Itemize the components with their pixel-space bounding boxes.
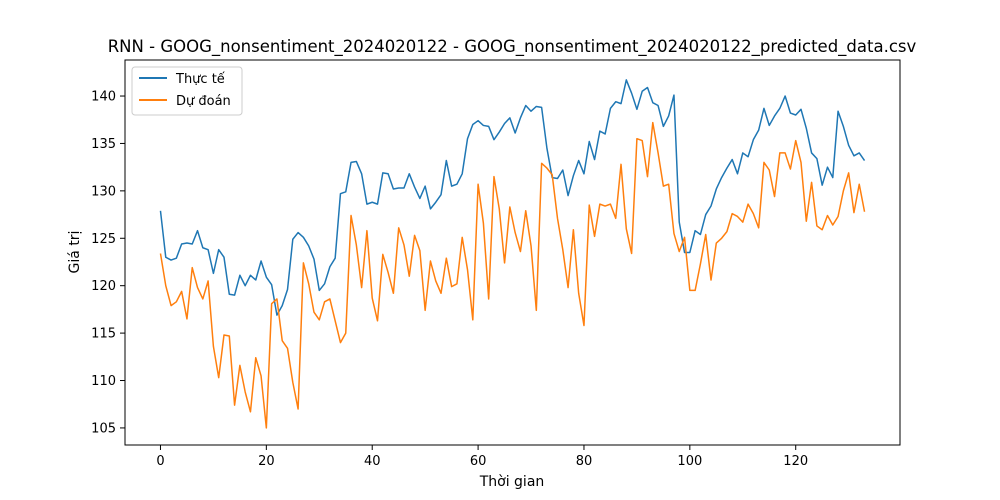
x-tick-label: 100	[677, 454, 702, 469]
x-tick-label: 20	[258, 454, 275, 469]
x-tick-label: 60	[470, 454, 487, 469]
y-tick-label: 140	[91, 90, 116, 105]
x-tick-label: 120	[783, 454, 808, 469]
plot-area	[124, 59, 901, 446]
series-layer	[159, 79, 866, 429]
y-axis-label: Giá trị	[67, 231, 83, 274]
y-tick-label: 135	[91, 137, 116, 152]
y-tick-label: 130	[91, 184, 116, 199]
x-tick-label: 80	[576, 454, 593, 469]
chart-title: RNN - GOOG_nonsentiment_2024020122 - GOO…	[108, 37, 917, 57]
x-tick-label: 0	[156, 454, 164, 469]
y-tick-label: 125	[91, 232, 116, 247]
y-axis: 105 110 115 120 125 130 135 140	[91, 90, 125, 436]
legend: Thực tế Dự đoán	[131, 66, 243, 116]
x-axis-label: Thời gian	[479, 474, 545, 490]
x-tick-label: 40	[364, 454, 381, 469]
x-axis: 0 20 40 60 80 100 120	[156, 445, 808, 469]
y-tick-label: 110	[91, 374, 116, 389]
y-tick-label: 120	[91, 279, 116, 294]
series-line-predicted	[159, 121, 866, 429]
y-tick-label: 115	[91, 327, 116, 342]
legend-label-actual: Thực tế	[175, 72, 225, 87]
y-tick-label: 105	[91, 421, 116, 436]
legend-label-predicted: Dự đoán	[176, 94, 231, 109]
series-line-actual	[159, 79, 866, 316]
